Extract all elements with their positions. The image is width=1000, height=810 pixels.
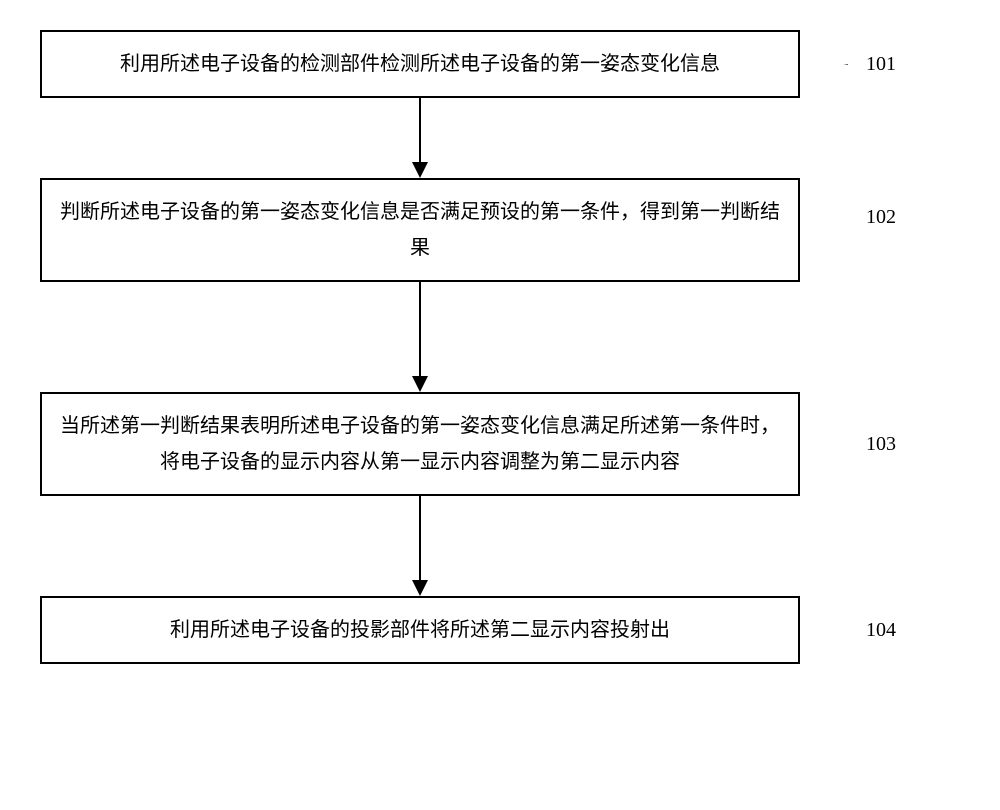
flowchart-arrow (40, 282, 800, 392)
leader-line (800, 63, 856, 65)
leader-line (800, 629, 856, 631)
flowchart-container: 利用所述电子设备的检测部件检测所述电子设备的第一姿态变化信息 101 判断所述电… (40, 30, 960, 664)
step-text: 当所述第一判断结果表明所述电子设备的第一姿态变化信息满足所述第一条件时，将电子设… (60, 408, 780, 480)
step-label: 104 (866, 619, 896, 642)
flowchart-step: 判断所述电子设备的第一姿态变化信息是否满足预设的第一条件，得到第一判断结果 10… (40, 178, 960, 282)
step-text: 判断所述电子设备的第一姿态变化信息是否满足预设的第一条件，得到第一判断结果 (60, 194, 780, 266)
leader-line (800, 220, 856, 222)
flowchart-box: 判断所述电子设备的第一姿态变化信息是否满足预设的第一条件，得到第一判断结果 (40, 178, 800, 282)
flowchart-step: 利用所述电子设备的检测部件检测所述电子设备的第一姿态变化信息 101 (40, 30, 960, 98)
leader-line (800, 443, 856, 445)
flowchart-arrow (40, 98, 800, 178)
flowchart-box: 利用所述电子设备的检测部件检测所述电子设备的第一姿态变化信息 (40, 30, 800, 98)
flowchart-box: 利用所述电子设备的投影部件将所述第二显示内容投射出 (40, 596, 800, 664)
flowchart-step: 当所述第一判断结果表明所述电子设备的第一姿态变化信息满足所述第一条件时，将电子设… (40, 392, 960, 496)
step-text: 利用所述电子设备的投影部件将所述第二显示内容投射出 (170, 612, 670, 648)
flowchart-arrow (40, 496, 800, 596)
step-text: 利用所述电子设备的检测部件检测所述电子设备的第一姿态变化信息 (120, 46, 720, 82)
flowchart-box: 当所述第一判断结果表明所述电子设备的第一姿态变化信息满足所述第一条件时，将电子设… (40, 392, 800, 496)
step-label: 102 (866, 206, 896, 229)
step-label: 101 (866, 53, 896, 76)
flowchart-step: 利用所述电子设备的投影部件将所述第二显示内容投射出 104 (40, 596, 960, 664)
step-label: 103 (866, 433, 896, 456)
